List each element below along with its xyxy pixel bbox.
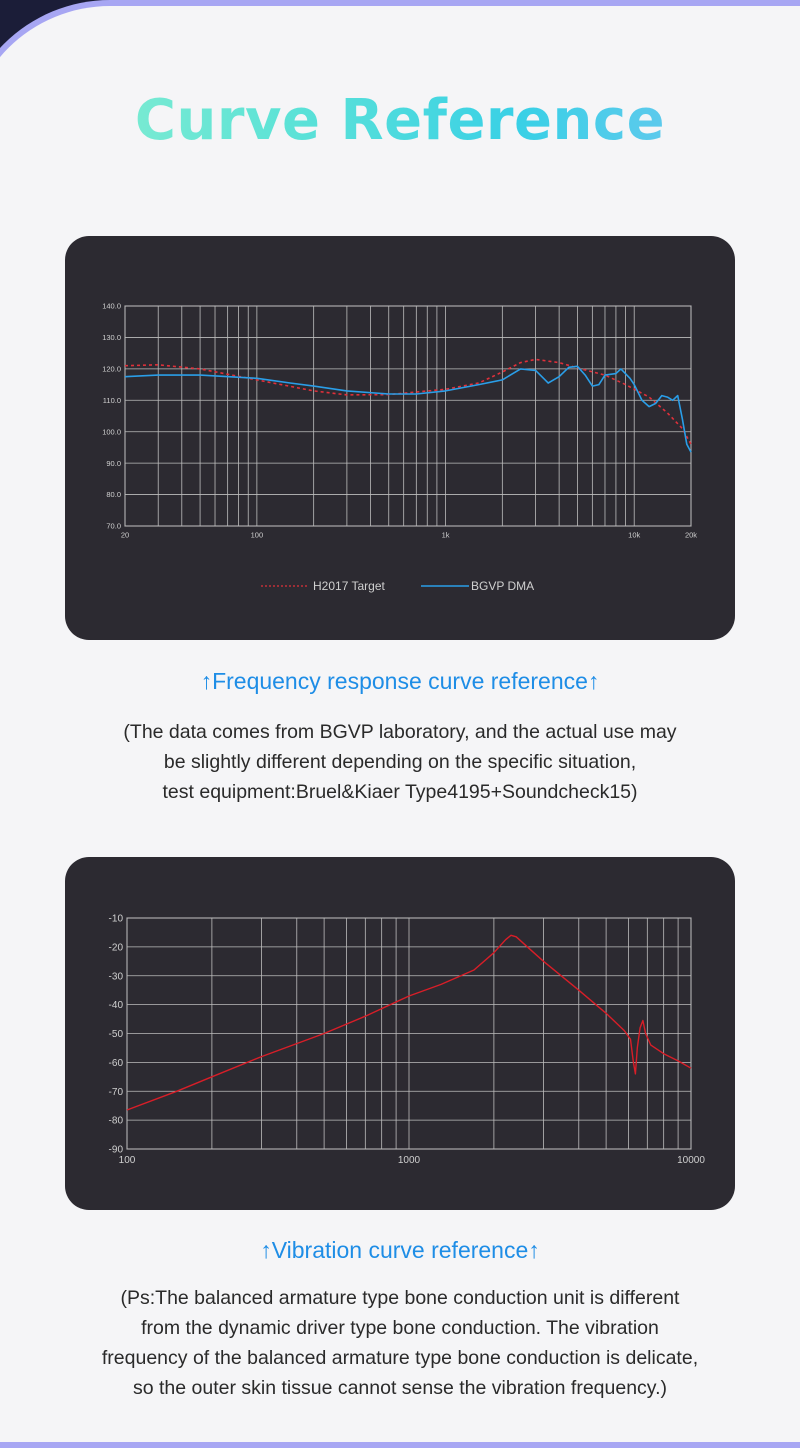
frequency-response-panel: 70.0 80.0 90.0 100.0 110.0 120.0 130.0 140.0 20 1… [65, 236, 735, 640]
y-tick-label: -50 [109, 1029, 124, 1040]
page-title: Curve Reference [0, 88, 800, 153]
y-tick-label: 130.0 [102, 333, 121, 342]
series-line-0 [126, 934, 692, 1111]
series-line-1 [124, 365, 692, 453]
x-tick-label: 100 [119, 1155, 136, 1166]
fr-legend: H2017 Target BGVP DMA [261, 579, 534, 593]
y-tick-label: -10 [109, 914, 124, 925]
y-tick-label: -80 [109, 1116, 124, 1127]
vibration-note-line: so the outer skin tissue cannot sense th… [132, 1377, 668, 1399]
y-tick-label: 100.0 [102, 427, 121, 436]
series-line-0 [124, 358, 692, 445]
y-tick-label: -60 [109, 1058, 124, 1069]
frequency-note-line: (The data comes from BGVP laboratory, an… [123, 721, 677, 743]
x-tick-label: 1000 [398, 1155, 421, 1166]
y-tick-label: -30 [109, 971, 124, 982]
x-tick-label: 1k [442, 531, 450, 540]
legend-label-target: H2017 Target [313, 579, 385, 593]
x-tick-label: 10k [628, 531, 640, 540]
y-tick-label: -90 [109, 1145, 124, 1156]
frequency-response-chart: 70.0 80.0 90.0 100.0 110.0 120.0 130.0 140.0 20 1… [102, 302, 697, 593]
y-tick-label: 140.0 [102, 302, 121, 311]
vibration-note-line: frequency of the balanced armature type … [101, 1347, 699, 1369]
plot-frame [124, 305, 692, 527]
x-tick-label: 100 [251, 531, 264, 540]
y-tick-label: 70.0 [106, 522, 121, 531]
y-tick-label: -40 [109, 1000, 124, 1011]
x-tick-label: 10000 [677, 1155, 705, 1166]
vib-axis-labels: -90 -80 -70 -60 -50 -40 -30 -20 -10 100 1000 10000 [109, 914, 706, 1167]
frequency-caption: ↑Frequency response curve reference↑ [200, 668, 600, 694]
y-tick-label: 90.0 [106, 459, 121, 468]
legend-label-measured: BGVP DMA [471, 579, 534, 593]
frequency-note-line: test equipment:Bruel&Kiaer Type4195+Soun… [162, 781, 638, 803]
y-tick-label: 110.0 [103, 396, 121, 405]
frequency-note: (The data comes from BGVP laboratory, an… [40, 717, 760, 807]
fr-grid [124, 305, 692, 527]
vibration-chart: -90 -80 -70 -60 -50 -40 -30 -20 -10 100 1000 10000 [109, 914, 706, 1167]
y-tick-label: 120.0 [102, 364, 121, 373]
x-tick-label: 20k [685, 531, 697, 540]
frequency-note-line: be slightly different depending on the s… [163, 751, 637, 773]
fr-series [124, 358, 692, 453]
x-tick-label: 20 [121, 531, 129, 540]
vibration-panel: -90 -80 -70 -60 -50 -40 -30 -20 -10 100 1000 10000 [65, 857, 735, 1210]
vibration-note-line: from the dynamic driver type bone conduc… [141, 1317, 659, 1339]
vib-grid [126, 917, 692, 1150]
y-tick-label: 80.0 [106, 490, 121, 499]
vib-series [126, 934, 692, 1111]
y-tick-label: -70 [109, 1087, 124, 1098]
vibration-caption: ↑Vibration curve reference↑ [260, 1237, 540, 1263]
y-tick-label: -20 [109, 942, 124, 953]
vibration-note: (Ps:The balanced armature type bone cond… [40, 1283, 760, 1403]
vibration-note-line: (Ps:The balanced armature type bone cond… [120, 1287, 680, 1309]
fr-axis-labels: 70.0 80.0 90.0 100.0 110.0 120.0 130.0 140.0 20 1… [102, 302, 697, 540]
